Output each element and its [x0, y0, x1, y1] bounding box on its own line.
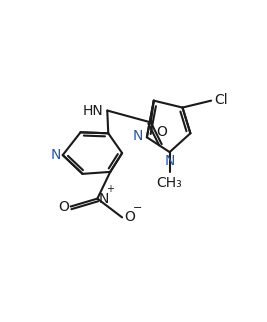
Text: N: N	[51, 148, 61, 162]
Text: O: O	[156, 125, 167, 139]
Text: −: −	[133, 204, 142, 213]
Text: O: O	[124, 210, 135, 224]
Text: N: N	[132, 129, 143, 143]
Text: +: +	[106, 184, 114, 194]
Text: CH₃: CH₃	[157, 176, 183, 190]
Text: O: O	[58, 200, 69, 213]
Text: HN: HN	[83, 104, 103, 118]
Text: N: N	[164, 154, 175, 168]
Text: N: N	[98, 192, 109, 206]
Text: Cl: Cl	[214, 93, 228, 107]
